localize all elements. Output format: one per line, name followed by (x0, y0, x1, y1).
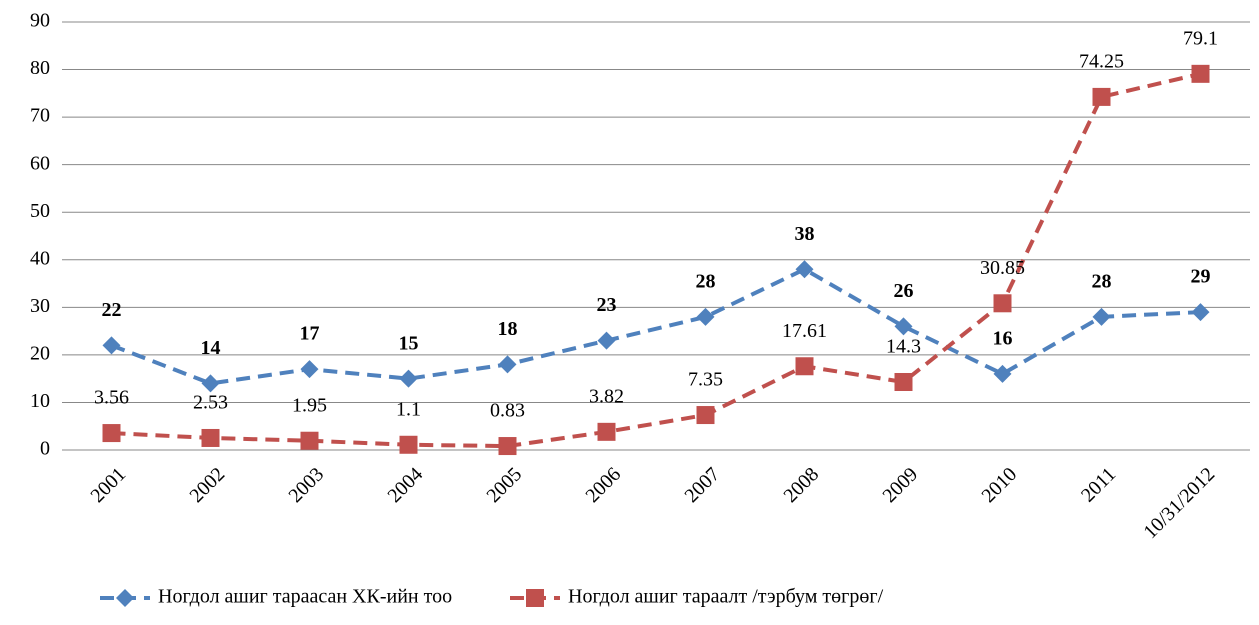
data-point (993, 294, 1012, 313)
data-label: 38 (795, 223, 815, 245)
y-tick-label: 70 (30, 105, 50, 127)
series-line (110, 267, 1201, 386)
x-tick-label: 2001 (86, 463, 130, 507)
y-tick-label: 60 (30, 152, 50, 174)
legend-label: Ногдол ашиг тараасан ХК-ийн тоо (158, 586, 452, 608)
data-point (696, 406, 715, 425)
data-label: 30.85 (980, 257, 1025, 279)
data-point (399, 369, 418, 388)
data-point (894, 372, 913, 391)
y-tick-label: 90 (30, 10, 50, 32)
data-point (696, 307, 715, 326)
data-point (1191, 303, 1210, 322)
x-tick-label: 10/31/2012 (1139, 463, 1219, 543)
data-label: 1.1 (396, 398, 421, 420)
x-tick-label: 2003 (284, 463, 328, 507)
x-tick-label: 2007 (680, 463, 724, 507)
data-label: 23 (597, 294, 617, 316)
data-point (795, 260, 814, 279)
data-label: 18 (498, 318, 518, 340)
data-point (201, 374, 220, 393)
y-tick-label: 80 (30, 57, 50, 79)
data-point (597, 422, 616, 441)
x-tick-label: 2004 (383, 463, 427, 507)
data-label: 17 (300, 323, 320, 345)
data-label: 0.83 (490, 400, 525, 422)
data-label: 26 (894, 280, 914, 302)
x-tick-label: 2011 (1077, 463, 1120, 506)
data-label: 17.61 (782, 320, 827, 342)
data-label: 79.1 (1183, 27, 1218, 49)
x-tick-label: 2005 (482, 463, 526, 507)
data-point (894, 317, 913, 336)
x-tick-label: 2010 (977, 463, 1021, 507)
data-label: 22 (102, 299, 122, 321)
data-point (498, 355, 517, 374)
data-point (300, 360, 319, 379)
data-label: 14 (201, 337, 221, 359)
data-label: 14.3 (886, 336, 921, 358)
x-tick-label: 2006 (581, 463, 625, 507)
data-point (993, 364, 1012, 383)
x-tick-label: 2008 (779, 463, 823, 507)
data-label: 28 (1092, 270, 1112, 292)
data-point (300, 431, 319, 450)
y-tick-label: 0 (40, 438, 50, 460)
data-point (1092, 307, 1111, 326)
data-label: 15 (399, 332, 419, 354)
data-label: 74.25 (1079, 50, 1124, 72)
data-point (1092, 87, 1111, 106)
data-label: 7.35 (688, 369, 723, 391)
data-label: 29 (1191, 266, 1211, 288)
data-point (102, 424, 121, 443)
data-point (597, 331, 616, 350)
data-label: 3.82 (589, 385, 624, 407)
data-point (1191, 64, 1210, 83)
data-point (102, 336, 121, 355)
data-label: 3.56 (94, 387, 129, 409)
series-line (111, 71, 1201, 449)
data-label: 1.95 (292, 394, 327, 416)
data-point (498, 437, 517, 456)
y-tick-label: 50 (30, 200, 50, 222)
x-tick-label: 2002 (185, 463, 229, 507)
y-tick-label: 40 (30, 247, 50, 269)
data-point (795, 357, 814, 376)
data-label: 2.53 (193, 392, 228, 414)
data-label: 16 (993, 328, 1013, 350)
y-tick-label: 10 (30, 390, 50, 412)
data-point (201, 428, 220, 447)
legend-marker (526, 589, 544, 607)
legend-marker (116, 589, 134, 607)
data-point (399, 435, 418, 454)
y-tick-label: 30 (30, 295, 50, 317)
y-tick-label: 20 (30, 342, 50, 364)
x-tick-label: 2009 (878, 463, 922, 507)
legend-label: Ногдол ашиг тараалт /тэрбум төгрөг/ (568, 586, 884, 608)
data-label: 28 (696, 270, 716, 292)
